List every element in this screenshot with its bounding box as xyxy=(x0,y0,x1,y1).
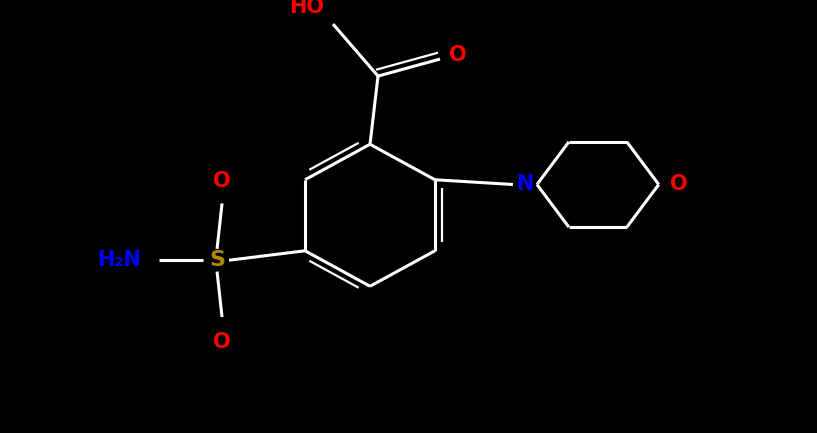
Text: O: O xyxy=(670,174,688,194)
Text: O: O xyxy=(213,332,231,352)
Text: H₂N: H₂N xyxy=(97,250,141,270)
Text: S: S xyxy=(209,250,225,270)
Text: O: O xyxy=(449,45,467,65)
Text: O: O xyxy=(213,171,231,191)
Text: N: N xyxy=(516,174,534,194)
Text: HO: HO xyxy=(289,0,324,17)
